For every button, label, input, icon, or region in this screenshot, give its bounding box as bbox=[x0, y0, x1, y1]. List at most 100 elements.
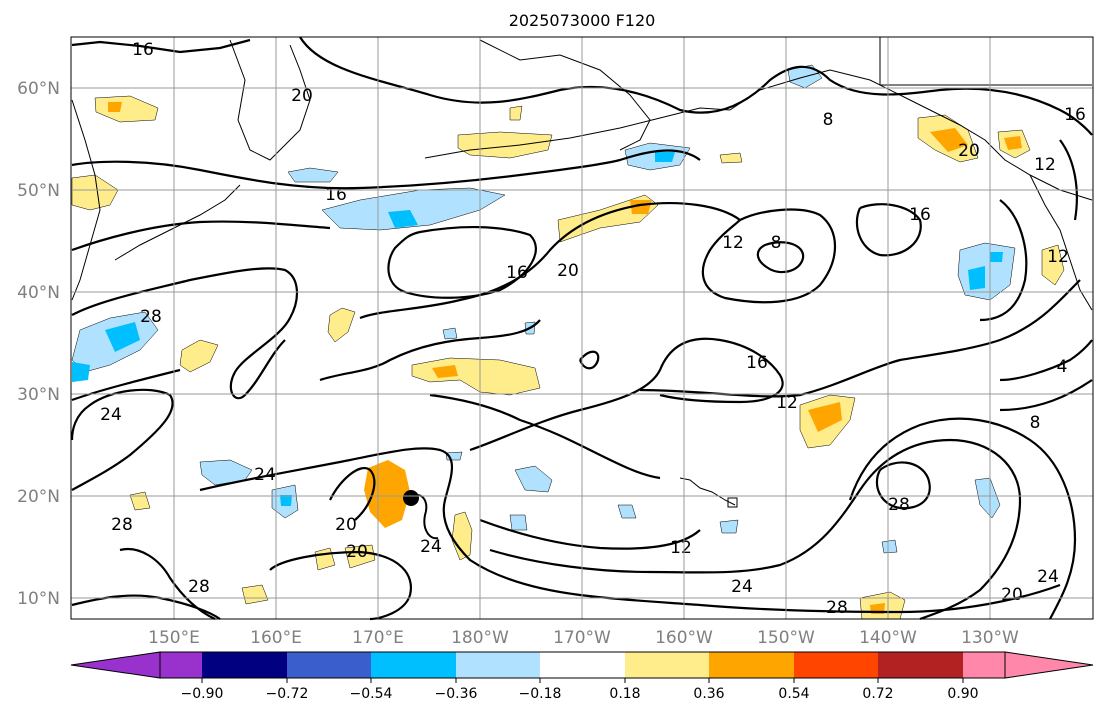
anomaly-shading bbox=[71, 64, 1065, 620]
negative-anomaly-region bbox=[509, 514, 528, 531]
contour-label: 16 bbox=[746, 353, 768, 373]
contour-label: 8 bbox=[771, 233, 782, 253]
negative-anomaly-region bbox=[655, 152, 675, 162]
contour-label: 28 bbox=[888, 495, 910, 515]
negative-anomaly-region bbox=[617, 504, 637, 519]
colorbar-tick-label: −0.18 bbox=[519, 686, 562, 702]
positive-anomaly-region bbox=[179, 339, 219, 373]
positive-anomaly-region bbox=[930, 128, 968, 152]
colorbar-tick-label: −0.36 bbox=[435, 686, 478, 702]
lon-label: 130°W bbox=[961, 628, 1019, 648]
positive-anomaly-region bbox=[241, 584, 269, 605]
contour-label: 20 bbox=[1001, 585, 1023, 605]
coastline-hawaii bbox=[679, 477, 736, 506]
storm-track bbox=[410, 494, 439, 540]
contour-label: 12 bbox=[722, 233, 744, 253]
contour-line bbox=[71, 368, 181, 402]
contour-label: 24 bbox=[1037, 567, 1059, 587]
lon-label: 140°W bbox=[859, 628, 917, 648]
positive-anomaly-region bbox=[1041, 244, 1065, 286]
positive-anomaly-region bbox=[344, 544, 376, 569]
contour-label: 20 bbox=[291, 86, 313, 106]
colorbar-segment bbox=[878, 652, 963, 678]
lon-label: 160°W bbox=[655, 628, 713, 648]
contour-line bbox=[329, 467, 376, 521]
colorbar-frame bbox=[159, 651, 1006, 679]
contour-label: 28 bbox=[188, 577, 210, 597]
contour-line bbox=[71, 220, 331, 252]
colorbar-tick-label: 0.18 bbox=[609, 686, 640, 702]
lon-label: 170°E bbox=[352, 628, 404, 648]
contour-label: 16 bbox=[506, 263, 528, 283]
contour-line bbox=[489, 438, 1022, 621]
contour-line bbox=[701, 208, 837, 304]
positive-anomaly-region bbox=[327, 307, 356, 343]
contour-line bbox=[979, 199, 1028, 322]
colorbar-tick-label: −0.54 bbox=[350, 686, 393, 702]
colorbar: −0.90 −0.72 −0.54 −0.36 −0.18 0.18 0.36 … bbox=[70, 651, 1094, 702]
lon-label: 150°E bbox=[148, 628, 200, 648]
colorbar-tick-label: −0.90 bbox=[181, 686, 224, 702]
negative-anomaly-region bbox=[974, 477, 1001, 519]
positive-anomaly-region bbox=[808, 402, 842, 432]
coastline-arctic-russia bbox=[479, 39, 651, 151]
colorbar-extend-low bbox=[70, 651, 161, 679]
contour-line bbox=[875, 461, 931, 510]
negative-anomaly-region bbox=[321, 187, 506, 231]
colorbar-segment bbox=[709, 652, 794, 678]
contour-label: 28 bbox=[826, 598, 848, 618]
contour-line bbox=[1059, 139, 1078, 221]
colorbar-tick-labels: −0.90 −0.72 −0.54 −0.36 −0.18 0.18 0.36 … bbox=[181, 686, 979, 702]
negative-anomaly-region bbox=[514, 465, 553, 493]
contour-label: 28 bbox=[140, 307, 162, 327]
contour-label: 24 bbox=[100, 405, 122, 425]
contour-label: 16 bbox=[1064, 105, 1086, 125]
contour-line bbox=[71, 267, 298, 400]
contour-label: 12 bbox=[670, 538, 692, 558]
contour-label: 12 bbox=[1047, 247, 1069, 267]
colorbar-extend-high bbox=[1004, 651, 1094, 679]
contour-label: 16 bbox=[909, 205, 931, 225]
colorbar-segment bbox=[625, 652, 709, 678]
colorbar-segment bbox=[963, 652, 1005, 678]
positive-anomaly-region bbox=[719, 152, 743, 164]
lat-label: 10°N bbox=[17, 589, 60, 609]
contour-line bbox=[71, 149, 701, 190]
contour-label: 28 bbox=[111, 515, 133, 535]
contour-label: 24 bbox=[420, 537, 442, 557]
contour-label: 20 bbox=[346, 542, 368, 562]
positive-anomaly-region bbox=[509, 105, 523, 121]
coastline-aleutians bbox=[424, 107, 731, 159]
contour-line bbox=[999, 379, 1093, 412]
negative-anomaly-region bbox=[442, 327, 458, 340]
positive-anomaly-region bbox=[457, 131, 553, 159]
contour-line bbox=[855, 203, 922, 257]
colorbar-tick-label: 0.90 bbox=[947, 686, 978, 702]
positive-anomaly-region bbox=[432, 365, 458, 378]
contour-line bbox=[479, 518, 701, 550]
negative-anomaly-region bbox=[72, 362, 90, 382]
contour-label: 4 bbox=[1057, 357, 1068, 377]
coastline-asia bbox=[71, 99, 101, 301]
positive-anomaly-region bbox=[364, 460, 410, 528]
colorbar-segment bbox=[160, 652, 202, 678]
map-frame bbox=[70, 36, 1094, 620]
contour-label: 12 bbox=[1034, 155, 1056, 175]
latitude-labels: 60°N 50°N 40°N 30°N 20°N 10°N bbox=[17, 79, 60, 609]
lat-label: 60°N bbox=[17, 79, 60, 99]
lon-label: 160°E bbox=[250, 628, 302, 648]
contour-line bbox=[269, 550, 412, 621]
contour-label: 24 bbox=[731, 577, 753, 597]
contour-line bbox=[429, 393, 661, 480]
colorbar-tick-label: 0.72 bbox=[862, 686, 893, 702]
lat-label: 50°N bbox=[17, 181, 60, 201]
contour-label: 8 bbox=[1030, 413, 1041, 433]
graticule bbox=[71, 37, 1093, 619]
negative-anomaly-region bbox=[388, 210, 418, 228]
positive-anomaly-region bbox=[108, 102, 122, 112]
contour-lines bbox=[70, 36, 1093, 621]
lat-label: 20°N bbox=[17, 487, 60, 507]
contour-label: 16 bbox=[132, 40, 154, 60]
contour-label: 20 bbox=[557, 261, 579, 281]
